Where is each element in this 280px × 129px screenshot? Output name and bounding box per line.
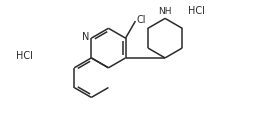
Text: N: N: [82, 32, 89, 42]
Text: Cl: Cl: [137, 15, 146, 26]
Text: HCl: HCl: [188, 6, 205, 16]
Text: HCl: HCl: [16, 51, 33, 61]
Text: NH: NH: [158, 7, 172, 16]
